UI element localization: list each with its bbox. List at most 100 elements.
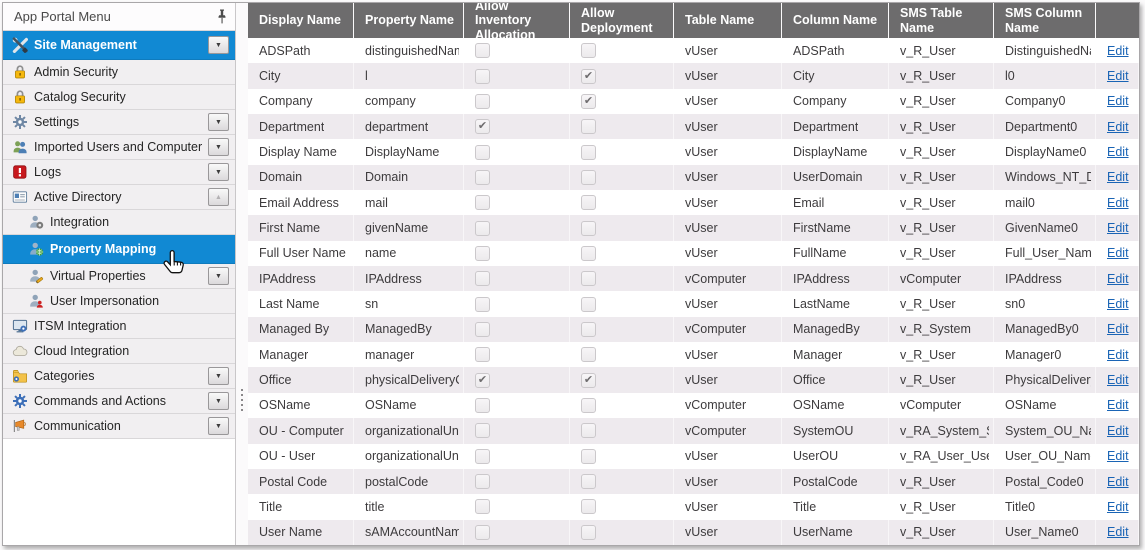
deployment-checkbox[interactable] xyxy=(581,474,596,490)
sidebar-item-user-impersonation[interactable]: User Impersonation xyxy=(3,289,235,314)
edit-link[interactable]: Edit xyxy=(1107,221,1129,236)
display-name-cell: Email Address xyxy=(259,195,339,210)
deployment-checkbox[interactable] xyxy=(581,271,596,287)
sidebar-item-imported-users-and-computers[interactable]: Imported Users and Computers ▼ xyxy=(3,135,235,160)
inventory-allocation-checkbox[interactable] xyxy=(475,195,490,211)
inventory-allocation-checkbox[interactable] xyxy=(475,169,490,185)
inventory-allocation-checkbox[interactable] xyxy=(475,347,490,363)
deployment-checkbox[interactable] xyxy=(581,423,596,439)
inventory-allocation-checkbox[interactable] xyxy=(475,93,490,109)
display-name-cell: Department xyxy=(259,119,325,134)
property-name-cell: DisplayName xyxy=(365,145,440,160)
chevron-down-icon[interactable]: ▼ xyxy=(208,138,229,156)
edit-link[interactable]: Edit xyxy=(1107,398,1129,413)
deployment-checkbox[interactable] xyxy=(581,499,596,515)
edit-link[interactable]: Edit xyxy=(1107,474,1129,489)
inventory-allocation-checkbox[interactable] xyxy=(475,271,490,287)
inventory-allocation-checkbox[interactable] xyxy=(475,43,490,59)
edit-link[interactable]: Edit xyxy=(1107,423,1129,438)
deployment-checkbox[interactable] xyxy=(581,347,596,363)
sidebar-item-logs[interactable]: Logs ▼ xyxy=(3,160,235,185)
chevron-down-icon[interactable]: ▼ xyxy=(208,36,229,54)
edit-link[interactable]: Edit xyxy=(1107,525,1129,540)
deployment-checkbox[interactable] xyxy=(581,448,596,464)
edit-link[interactable]: Edit xyxy=(1107,322,1129,337)
deployment-checkbox[interactable] xyxy=(581,524,596,540)
tools-icon xyxy=(11,37,28,53)
display-name-cell: Full User Name xyxy=(259,246,346,261)
table-cell: v_R_User xyxy=(889,240,994,267)
deployment-checkbox[interactable] xyxy=(581,220,596,236)
deployment-checkbox[interactable] xyxy=(581,169,596,185)
inventory-allocation-checkbox[interactable] xyxy=(475,220,490,236)
table-cell: ✔ xyxy=(570,63,674,89)
edit-link[interactable]: Edit xyxy=(1107,119,1129,134)
sidebar-item-settings[interactable]: Settings ▼ xyxy=(3,110,235,135)
inventory-allocation-checkbox[interactable] xyxy=(475,448,490,464)
deployment-checkbox[interactable]: ✔ xyxy=(581,93,596,109)
deployment-checkbox[interactable]: ✔ xyxy=(581,372,596,388)
edit-link[interactable]: Edit xyxy=(1107,145,1129,160)
table-cell: sn0 xyxy=(994,291,1096,317)
inventory-allocation-checkbox[interactable] xyxy=(475,499,490,515)
deployment-checkbox[interactable] xyxy=(581,144,596,160)
sms-column-name-cell: User_OU_Name0 xyxy=(1005,449,1091,464)
deployment-checkbox[interactable] xyxy=(581,397,596,413)
sidebar-item-property-mapping[interactable]: Property Mapping xyxy=(3,235,235,264)
deployment-checkbox[interactable] xyxy=(581,119,596,135)
edit-link[interactable]: Edit xyxy=(1107,297,1129,312)
deployment-checkbox[interactable] xyxy=(581,245,596,261)
deployment-checkbox[interactable] xyxy=(581,296,596,312)
chevron-up-icon[interactable]: ▲ xyxy=(208,188,229,206)
deployment-checkbox[interactable] xyxy=(581,43,596,59)
edit-link[interactable]: Edit xyxy=(1107,69,1129,84)
sidebar-item-admin-security[interactable]: Admin Security xyxy=(3,60,235,85)
table-cell xyxy=(570,139,674,165)
table-cell: Edit xyxy=(1096,215,1139,241)
sidebar-item-catalog-security[interactable]: Catalog Security xyxy=(3,85,235,110)
sidebar-item-categories[interactable]: Categories ▼ xyxy=(3,364,235,389)
inventory-allocation-checkbox[interactable] xyxy=(475,245,490,261)
inventory-allocation-checkbox[interactable] xyxy=(475,296,490,312)
sidebar-item-site-management[interactable]: Site Management ▼ xyxy=(3,31,235,60)
edit-link[interactable]: Edit xyxy=(1107,347,1129,362)
deployment-checkbox[interactable]: ✔ xyxy=(581,68,596,84)
sidebar-item-cloud-integration[interactable]: Cloud Integration xyxy=(3,339,235,364)
sidebar-item-active-directory[interactable]: Active Directory ▲ xyxy=(3,185,235,210)
edit-link[interactable]: Edit xyxy=(1107,94,1129,109)
inventory-allocation-checkbox[interactable]: ✔ xyxy=(475,372,490,388)
edit-link[interactable]: Edit xyxy=(1107,170,1129,185)
chevron-down-icon[interactable]: ▼ xyxy=(208,417,229,435)
sms-column-name-cell: Department0 xyxy=(1005,119,1078,134)
sidebar-item-commands-and-actions[interactable]: Commands and Actions ▼ xyxy=(3,389,235,414)
chevron-down-icon[interactable]: ▼ xyxy=(208,367,229,385)
sidebar-splitter[interactable] xyxy=(236,3,248,545)
chevron-down-icon[interactable]: ▼ xyxy=(208,267,229,285)
pin-icon[interactable] xyxy=(216,9,227,25)
deployment-checkbox[interactable] xyxy=(581,195,596,211)
inventory-allocation-checkbox[interactable] xyxy=(475,524,490,540)
inventory-allocation-checkbox[interactable]: ✔ xyxy=(475,119,490,135)
edit-link[interactable]: Edit xyxy=(1107,449,1129,464)
sidebar-item-communication[interactable]: Communication ▼ xyxy=(3,414,235,439)
edit-link[interactable]: Edit xyxy=(1107,195,1129,210)
inventory-allocation-checkbox[interactable] xyxy=(475,68,490,84)
sidebar-item-virtual-properties[interactable]: Virtual Properties ▼ xyxy=(3,264,235,289)
inventory-allocation-checkbox[interactable] xyxy=(475,397,490,413)
edit-link[interactable]: Edit xyxy=(1107,246,1129,261)
table-cell: vComputer xyxy=(674,392,782,419)
sidebar-item-integration[interactable]: Integration xyxy=(3,210,235,235)
inventory-allocation-checkbox[interactable] xyxy=(475,474,490,490)
inventory-allocation-checkbox[interactable] xyxy=(475,423,490,439)
chevron-down-icon[interactable]: ▼ xyxy=(208,392,229,410)
edit-link[interactable]: Edit xyxy=(1107,43,1129,58)
edit-link[interactable]: Edit xyxy=(1107,271,1129,286)
deployment-checkbox[interactable] xyxy=(581,321,596,337)
inventory-allocation-checkbox[interactable] xyxy=(475,144,490,160)
chevron-down-icon[interactable]: ▼ xyxy=(208,163,229,181)
chevron-down-icon[interactable]: ▼ xyxy=(208,113,229,131)
edit-link[interactable]: Edit xyxy=(1107,373,1129,388)
edit-link[interactable]: Edit xyxy=(1107,499,1129,514)
inventory-allocation-checkbox[interactable] xyxy=(475,321,490,337)
sidebar-item-itsm-integration[interactable]: ITSM Integration xyxy=(3,314,235,339)
